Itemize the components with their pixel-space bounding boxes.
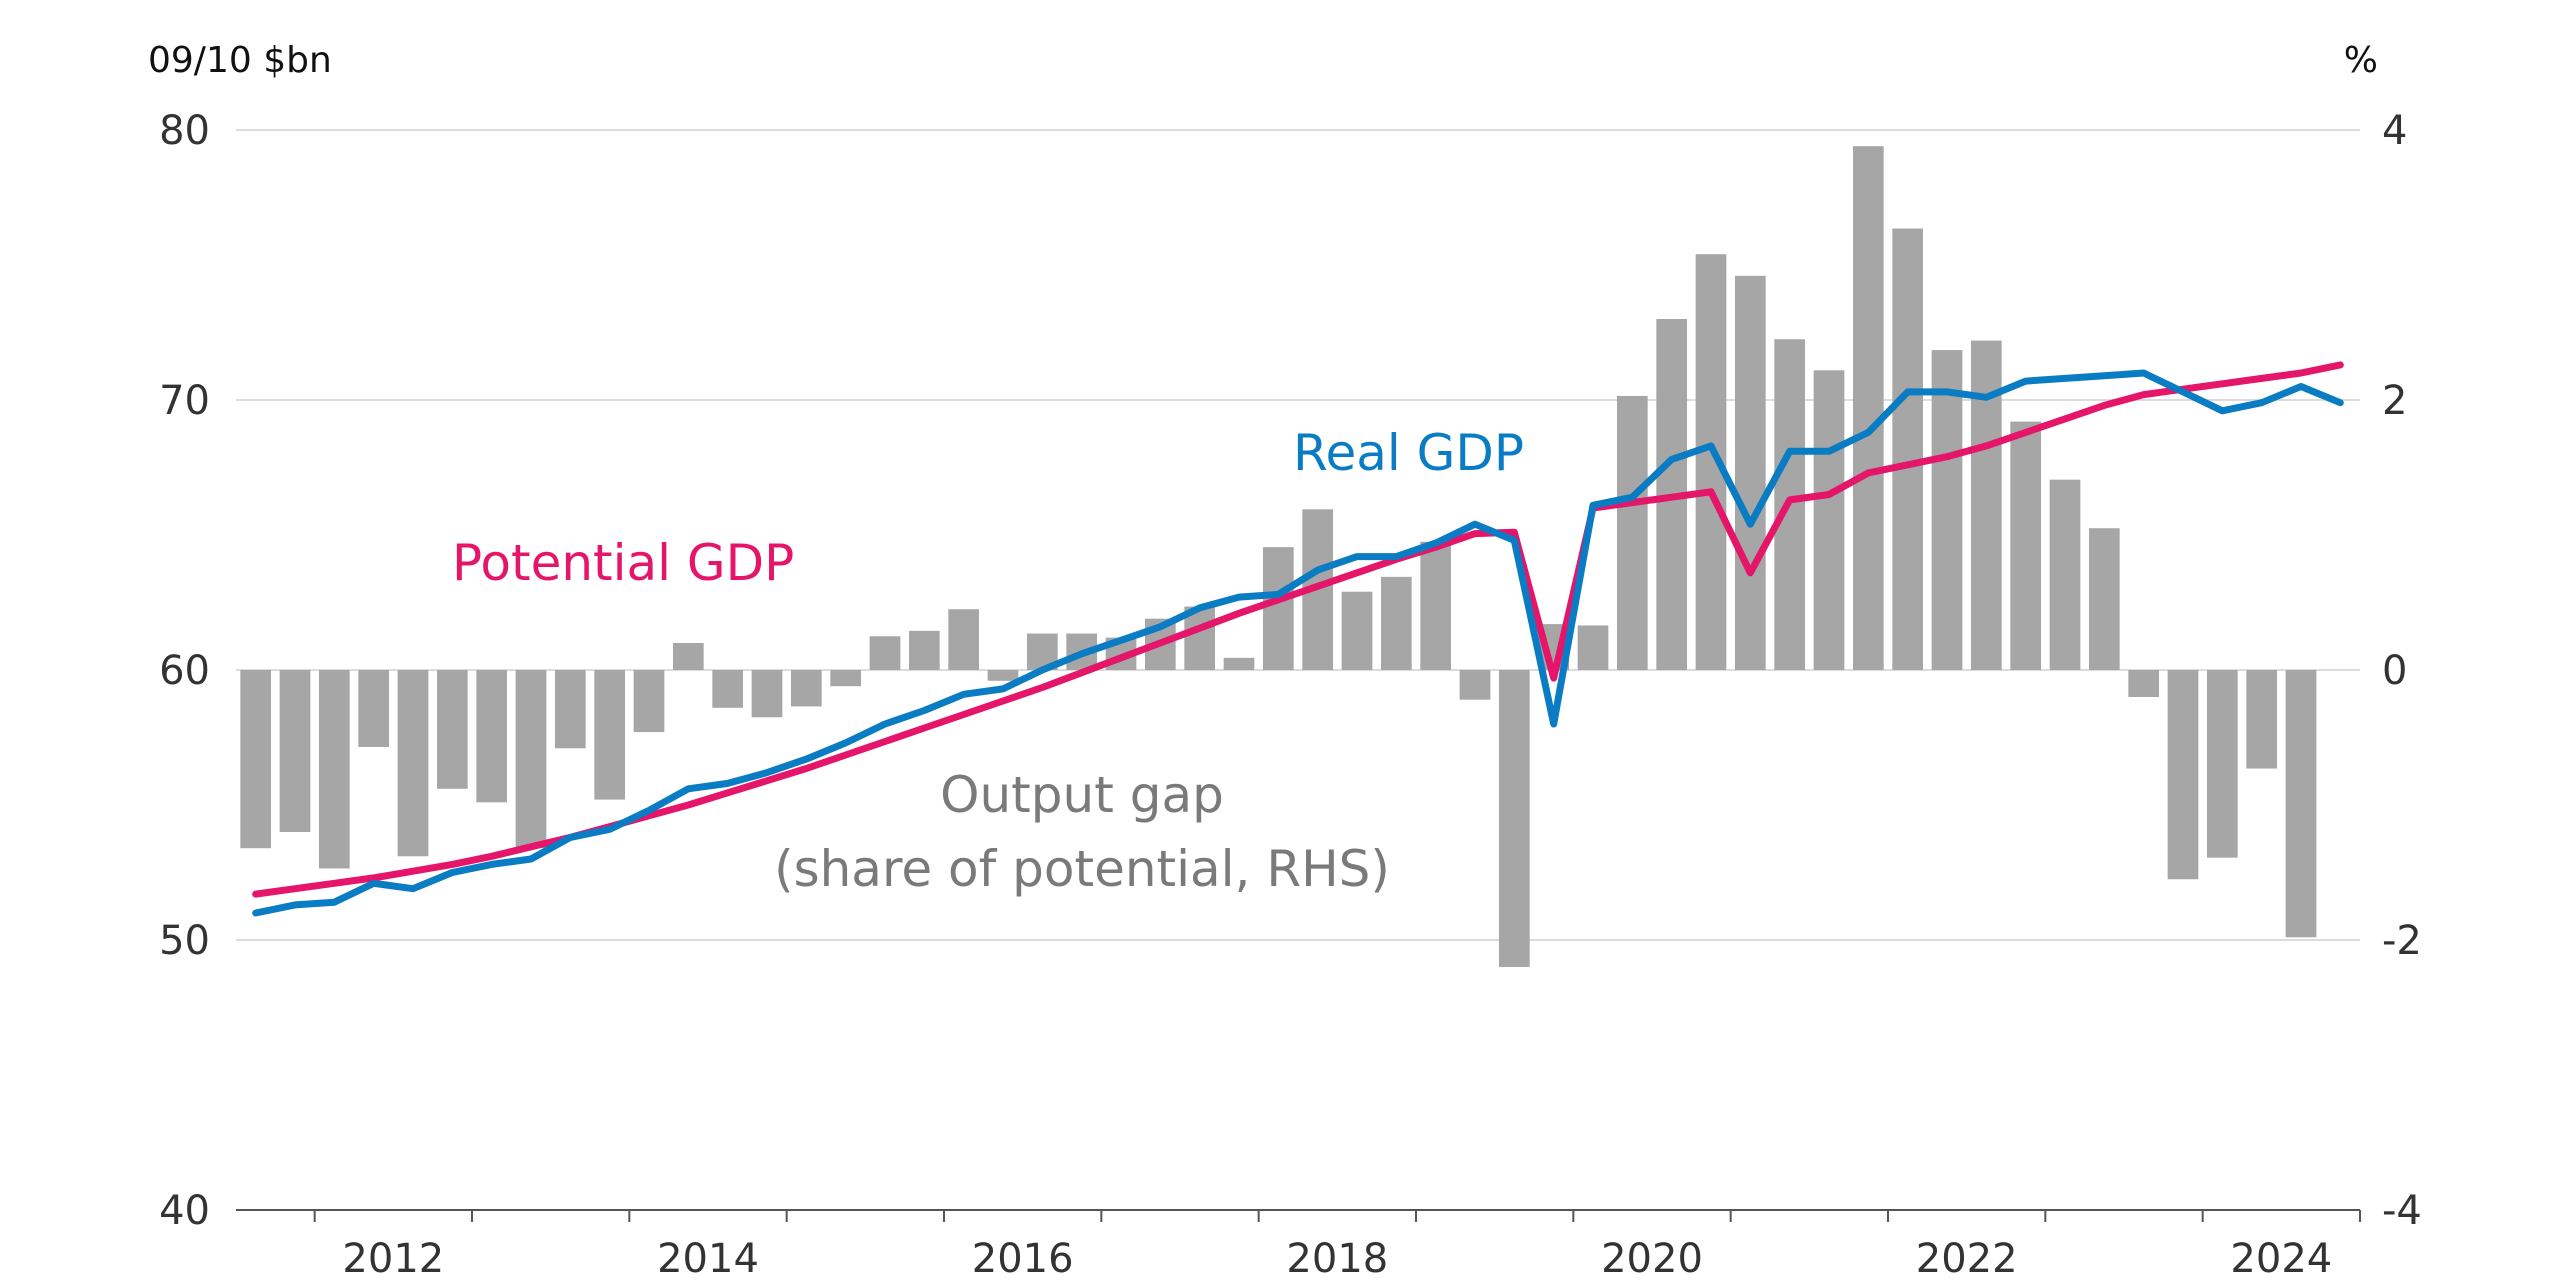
output-gap-bar	[2088, 528, 2120, 670]
left-tick-label: 40	[159, 1188, 210, 1234]
output-gap-bar	[2206, 670, 2238, 858]
output-gap-bar	[1223, 657, 1255, 670]
left-tick-label: 70	[159, 378, 210, 424]
left-tick-label: 50	[159, 918, 210, 964]
output-gap-bar	[1852, 146, 1884, 670]
right-tick-label: 0	[2382, 648, 2407, 694]
axes: 80 70 60 50 40 4 2 0 -2 -4 2012 2014 2016 2018 2020 202…	[159, 108, 2422, 1280]
right-tick-label: -2	[2382, 918, 2422, 964]
output-gap-bar	[830, 670, 862, 687]
gridlines	[236, 129, 2360, 941]
output-gap-bar	[2049, 479, 2081, 670]
x-tick-label: 2020	[1601, 1236, 1703, 1280]
output-gap-sublabel: (share of potential, RHS)	[774, 840, 1390, 898]
output-gap-bar	[594, 670, 626, 800]
output-gap-bar	[358, 670, 390, 747]
output-gap-bar	[1577, 625, 1609, 670]
output-gap-bar	[240, 670, 272, 849]
output-gap-bar	[1734, 275, 1766, 670]
x-tick-label: 2016	[972, 1236, 1074, 1280]
output-gap-bar	[1498, 670, 1530, 967]
output-gap-bar	[2128, 670, 2160, 697]
output-gap-bar	[790, 670, 822, 707]
output-gap-bar	[751, 670, 783, 718]
output-gap-bar	[869, 636, 901, 670]
output-gap-bar	[987, 670, 1019, 681]
output-gap-bar	[1892, 228, 1924, 671]
right-axis-unit-label: %	[2344, 40, 2378, 81]
output-gap-bar	[1380, 576, 1412, 670]
output-gap-label: Output gap	[940, 766, 1224, 824]
left-axis-unit-label: 09/10 $bn	[148, 40, 332, 81]
output-gap-bar	[397, 670, 429, 857]
x-tick-label: 2024	[2230, 1236, 2332, 1280]
output-gap-bar	[436, 670, 468, 789]
output-gap-bar	[1341, 591, 1373, 670]
output-gap-bar	[908, 630, 940, 670]
output-gap-bar	[2285, 670, 2317, 938]
right-tick-label: -4	[2382, 1188, 2422, 1234]
output-gap-bar	[1931, 350, 1963, 670]
output-gap-bar	[279, 670, 311, 832]
output-gap-bar	[2167, 670, 2199, 880]
output-gap-bar	[633, 670, 665, 733]
gdp-lines	[252, 361, 2344, 917]
output-gap-bar	[1420, 541, 1452, 670]
x-tick-label: 2014	[657, 1236, 759, 1280]
output-gap-bar	[2246, 670, 2278, 769]
output-gap-bar	[1813, 370, 1845, 670]
x-tick-label: 2018	[1286, 1236, 1388, 1280]
output-gap-bar	[515, 670, 547, 849]
left-tick-label: 60	[159, 648, 210, 694]
x-tick-label: 2012	[342, 1236, 444, 1280]
output-gap-bars	[240, 146, 2317, 967]
real-gdp-label: Real GDP	[1293, 424, 1524, 482]
real-gdp-line	[252, 369, 2344, 917]
output-gap-bar	[1184, 606, 1216, 670]
right-tick-label: 2	[2382, 378, 2407, 424]
output-gap-bar	[476, 670, 508, 803]
output-gap-bar	[948, 609, 980, 670]
left-tick-label: 80	[159, 108, 210, 154]
output-gap-bar	[1262, 547, 1294, 670]
output-gap-bar	[672, 643, 704, 670]
output-gap-bar	[318, 670, 350, 869]
right-tick-label: 4	[2382, 108, 2407, 154]
output-gap-bar	[1459, 670, 1491, 700]
x-tick-label: 2022	[1916, 1236, 2018, 1280]
output-gap-bar	[2010, 421, 2042, 670]
output-gap-bar	[554, 670, 586, 749]
output-gap-bar	[1616, 395, 1648, 670]
output-gap-bar	[712, 670, 744, 708]
potential-gdp-label: Potential GDP	[452, 534, 794, 592]
